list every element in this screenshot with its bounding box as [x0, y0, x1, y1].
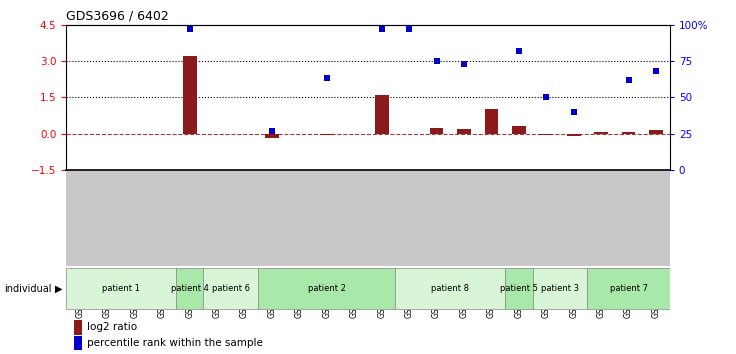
- Text: patient 6: patient 6: [212, 284, 250, 293]
- Bar: [567, 133, 581, 136]
- Point: [513, 48, 525, 54]
- Bar: [587, 268, 670, 309]
- Bar: [533, 268, 587, 309]
- Bar: [203, 268, 258, 309]
- Point: [540, 95, 552, 100]
- Bar: [265, 133, 279, 138]
- Point: [568, 109, 580, 115]
- Bar: [258, 268, 395, 309]
- Text: log2 ratio: log2 ratio: [87, 322, 137, 332]
- Bar: [375, 95, 389, 133]
- Bar: [539, 133, 553, 135]
- Point: [266, 128, 278, 133]
- Point: [376, 26, 388, 32]
- Bar: [183, 56, 197, 133]
- Text: patient 4: patient 4: [171, 284, 208, 293]
- Text: GDS3696 / 6402: GDS3696 / 6402: [66, 9, 169, 22]
- Bar: [622, 132, 635, 133]
- Text: percentile rank within the sample: percentile rank within the sample: [87, 338, 263, 348]
- Point: [321, 76, 333, 81]
- Text: patient 7: patient 7: [609, 284, 648, 293]
- Bar: [320, 133, 333, 135]
- Bar: [66, 268, 176, 309]
- Point: [184, 26, 196, 32]
- Text: patient 1: patient 1: [102, 284, 140, 293]
- Point: [431, 58, 442, 64]
- Bar: [595, 132, 608, 133]
- Bar: [176, 268, 203, 309]
- Bar: [505, 268, 533, 309]
- Text: patient 2: patient 2: [308, 284, 346, 293]
- Point: [650, 68, 662, 74]
- Point: [623, 77, 634, 83]
- Text: patient 3: patient 3: [541, 284, 579, 293]
- Bar: [457, 129, 471, 133]
- Point: [403, 26, 415, 32]
- Text: individual: individual: [4, 284, 52, 293]
- Bar: [484, 109, 498, 133]
- Bar: [649, 130, 663, 133]
- Text: patient 5: patient 5: [500, 284, 538, 293]
- Bar: [395, 268, 505, 309]
- Text: ▶: ▶: [55, 284, 63, 293]
- Text: patient 8: patient 8: [431, 284, 470, 293]
- Point: [458, 61, 470, 67]
- Bar: [512, 126, 526, 133]
- Bar: [430, 128, 443, 133]
